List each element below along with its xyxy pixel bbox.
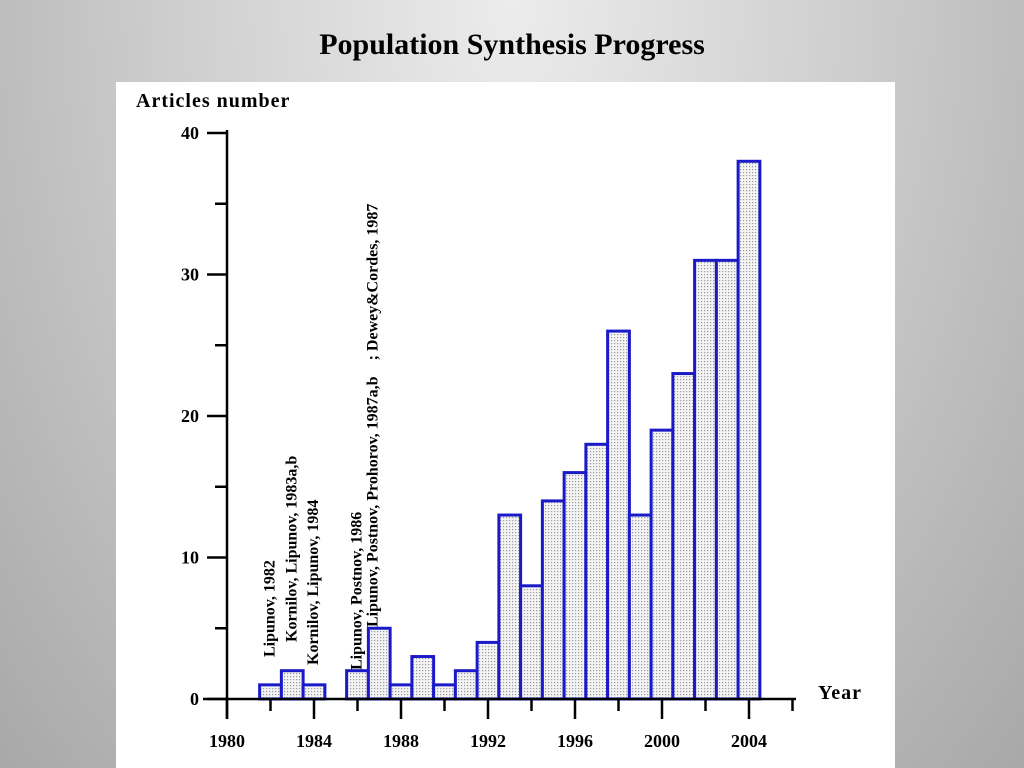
- bar-2002: [693, 258, 718, 701]
- annotation-1982: Lipunov, 1982: [262, 560, 279, 657]
- y-tick-label: 10: [181, 548, 199, 568]
- x-tick-label: 1980: [209, 731, 245, 751]
- y-tick-label: 20: [181, 406, 199, 426]
- x-tick-label: 1988: [383, 731, 419, 751]
- bar-1997: [584, 442, 610, 701]
- bar-1995: [540, 499, 566, 701]
- bar-1988: [388, 683, 414, 701]
- bar-chart: 0 10 20 30 40 1980 1984 1988 1992 1996 2000 2004 Art…: [136, 90, 862, 751]
- slide-title: Population Synthesis Progress: [319, 28, 705, 61]
- x-tick-label: 2004: [731, 731, 767, 751]
- bar-2000: [649, 428, 675, 701]
- y-tick-label: 40: [181, 123, 199, 143]
- bar-1989: [410, 655, 436, 701]
- bar-1986: [345, 669, 370, 701]
- annotation-1984: Kornilov, Lipunov, 1984: [305, 500, 322, 665]
- x-axis-title: Year: [818, 682, 862, 704]
- bar-1996: [562, 471, 588, 701]
- x-tick-label: 1996: [557, 731, 593, 751]
- bar-2001: [671, 372, 697, 701]
- bar-1982: [258, 683, 283, 701]
- bar-1990: [432, 683, 457, 701]
- bar-1987: [366, 626, 392, 701]
- y-axis-title: Articles number: [136, 90, 290, 112]
- bar-2003: [714, 258, 740, 701]
- bar-2004: [736, 159, 762, 701]
- bar-1993: [497, 513, 523, 701]
- bar-1998: [606, 329, 631, 701]
- bar-1984: [301, 683, 327, 701]
- bar-1992: [475, 640, 501, 701]
- bar-1991: [453, 669, 479, 701]
- annotation-1987: Lipunov, Postnov, Prohorov, 1987a,b ; De…: [364, 204, 381, 627]
- y-tick-label: 30: [181, 265, 199, 285]
- annotation-1983: Kornilov, Lipunov, 1983a,b: [283, 456, 300, 642]
- y-tick-label: 0: [190, 689, 199, 709]
- annotation-1986: Lipunov, Postnov, 1986: [349, 512, 366, 670]
- chart-panel: 0 10 20 30 40 1980 1984 1988 1992 1996 2000 2004 Art…: [116, 82, 895, 768]
- x-tick-label: 2000: [644, 731, 680, 751]
- x-tick-label: 1992: [470, 731, 506, 751]
- x-tick-label: 1984: [296, 731, 332, 751]
- bar-1994: [519, 584, 544, 701]
- bar-1983: [279, 669, 305, 701]
- bar-1999: [627, 513, 653, 701]
